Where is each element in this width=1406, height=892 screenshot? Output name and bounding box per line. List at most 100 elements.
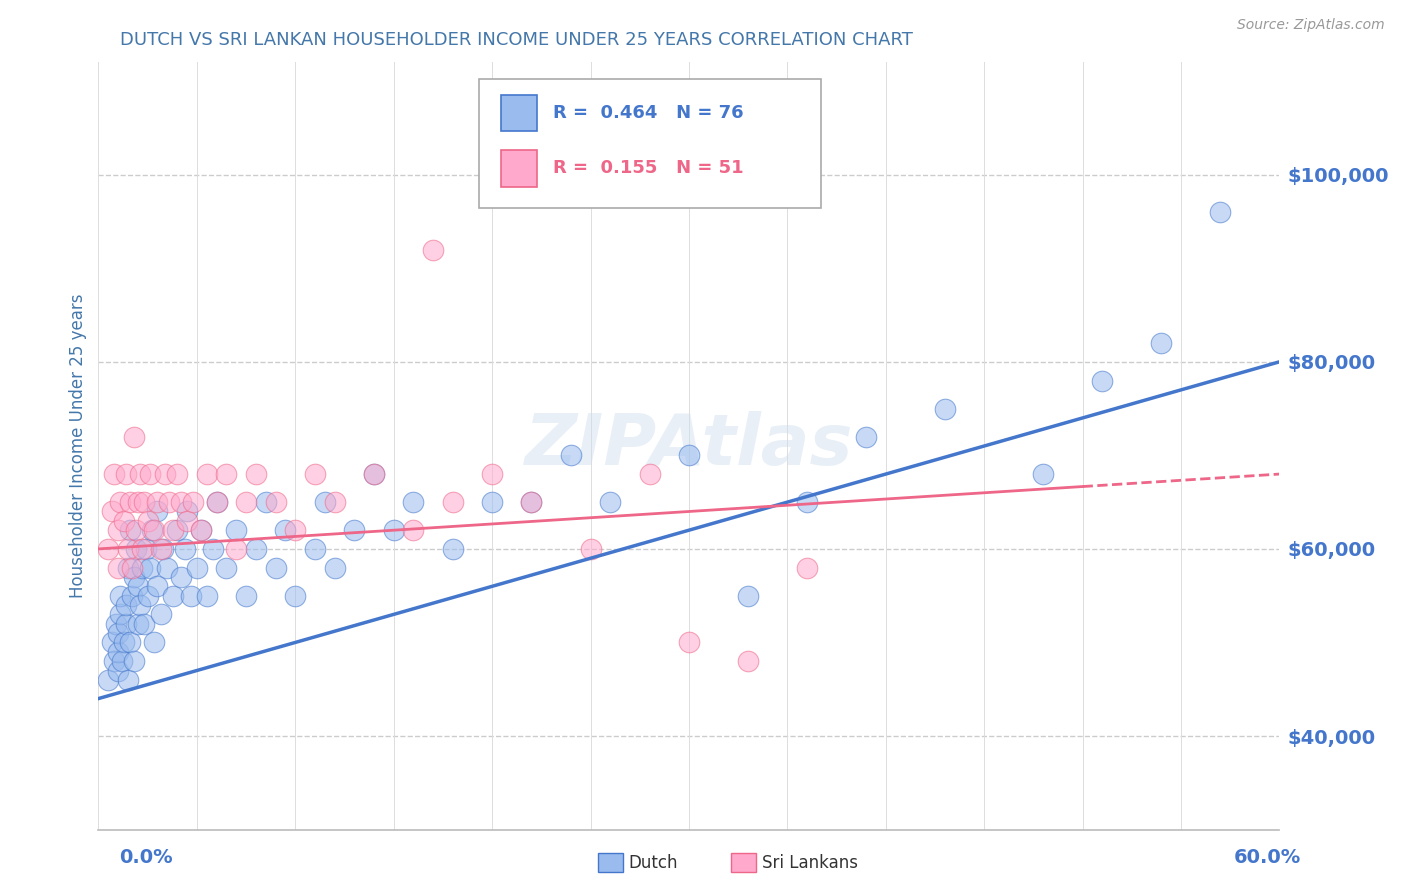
Point bbox=[107, 664, 129, 678]
Text: 0.0%: 0.0% bbox=[120, 848, 173, 867]
Point bbox=[166, 467, 188, 481]
Point bbox=[105, 616, 128, 631]
Point bbox=[215, 560, 238, 574]
Point bbox=[323, 495, 346, 509]
Point bbox=[121, 560, 143, 574]
Point bbox=[131, 560, 153, 574]
Point bbox=[125, 523, 148, 537]
Point bbox=[190, 523, 212, 537]
Point bbox=[150, 607, 173, 622]
Point bbox=[101, 635, 124, 649]
Point bbox=[205, 495, 228, 509]
Point bbox=[118, 495, 141, 509]
Point bbox=[128, 467, 150, 481]
Point bbox=[737, 589, 759, 603]
Point bbox=[363, 467, 385, 481]
Point bbox=[107, 523, 129, 537]
Point bbox=[136, 514, 159, 528]
Text: 60.0%: 60.0% bbox=[1233, 848, 1301, 867]
Point bbox=[112, 514, 135, 528]
Point bbox=[108, 495, 131, 509]
Point bbox=[142, 523, 165, 537]
Point bbox=[108, 607, 131, 622]
Point bbox=[201, 541, 224, 556]
Point bbox=[402, 495, 425, 509]
Point bbox=[796, 495, 818, 509]
Text: DUTCH VS SRI LANKAN HOUSEHOLDER INCOME UNDER 25 YEARS CORRELATION CHART: DUTCH VS SRI LANKAN HOUSEHOLDER INCOME U… bbox=[120, 31, 912, 49]
Point bbox=[97, 673, 120, 687]
Point bbox=[162, 589, 184, 603]
Text: Source: ZipAtlas.com: Source: ZipAtlas.com bbox=[1237, 18, 1385, 32]
Point bbox=[215, 467, 238, 481]
Point bbox=[638, 467, 661, 481]
Text: ZIPAtlas: ZIPAtlas bbox=[524, 411, 853, 481]
Point bbox=[737, 654, 759, 668]
Point bbox=[118, 523, 141, 537]
Point bbox=[174, 541, 197, 556]
Bar bbox=[501, 150, 537, 186]
Point bbox=[195, 589, 218, 603]
Bar bbox=[501, 95, 537, 131]
Point bbox=[1032, 467, 1054, 481]
Point bbox=[225, 523, 247, 537]
Point bbox=[235, 589, 257, 603]
Text: Dutch: Dutch bbox=[628, 854, 678, 871]
Point bbox=[156, 560, 179, 574]
Y-axis label: Householder Income Under 25 years: Householder Income Under 25 years bbox=[69, 293, 87, 599]
Point bbox=[103, 467, 125, 481]
Point bbox=[125, 541, 148, 556]
Point bbox=[112, 635, 135, 649]
Point bbox=[103, 654, 125, 668]
Point bbox=[274, 523, 297, 537]
Point bbox=[323, 560, 346, 574]
Point bbox=[180, 589, 202, 603]
Point bbox=[481, 495, 503, 509]
Point bbox=[118, 635, 141, 649]
Point bbox=[343, 523, 366, 537]
Point bbox=[855, 430, 877, 444]
Point bbox=[441, 495, 464, 509]
Point bbox=[138, 467, 160, 481]
Point bbox=[225, 541, 247, 556]
Point bbox=[166, 523, 188, 537]
Point bbox=[152, 541, 174, 556]
Point bbox=[1209, 205, 1232, 219]
Point bbox=[254, 495, 277, 509]
Point bbox=[796, 560, 818, 574]
Point bbox=[186, 560, 208, 574]
Point bbox=[135, 541, 157, 556]
Point bbox=[146, 504, 169, 518]
Point bbox=[107, 560, 129, 574]
Point bbox=[131, 541, 153, 556]
Point bbox=[205, 495, 228, 509]
Point bbox=[115, 616, 138, 631]
Point bbox=[146, 495, 169, 509]
Point bbox=[138, 560, 160, 574]
Point bbox=[107, 645, 129, 659]
Point bbox=[245, 467, 267, 481]
Point bbox=[402, 523, 425, 537]
Point bbox=[520, 495, 543, 509]
Point bbox=[97, 541, 120, 556]
Point bbox=[176, 504, 198, 518]
Point bbox=[150, 541, 173, 556]
Point bbox=[132, 616, 155, 631]
Text: R =  0.464   N = 76: R = 0.464 N = 76 bbox=[553, 104, 744, 122]
Point bbox=[304, 541, 326, 556]
Point bbox=[122, 430, 145, 444]
Point bbox=[304, 467, 326, 481]
Point bbox=[1150, 336, 1173, 351]
Point bbox=[111, 654, 134, 668]
Point bbox=[117, 541, 139, 556]
Point bbox=[155, 467, 177, 481]
Point bbox=[142, 635, 165, 649]
Point bbox=[115, 467, 138, 481]
Point bbox=[284, 589, 307, 603]
Point bbox=[101, 504, 124, 518]
Point bbox=[245, 541, 267, 556]
Point bbox=[264, 495, 287, 509]
Point bbox=[579, 541, 602, 556]
Point bbox=[195, 467, 218, 481]
Point bbox=[127, 495, 149, 509]
Point bbox=[560, 448, 582, 462]
